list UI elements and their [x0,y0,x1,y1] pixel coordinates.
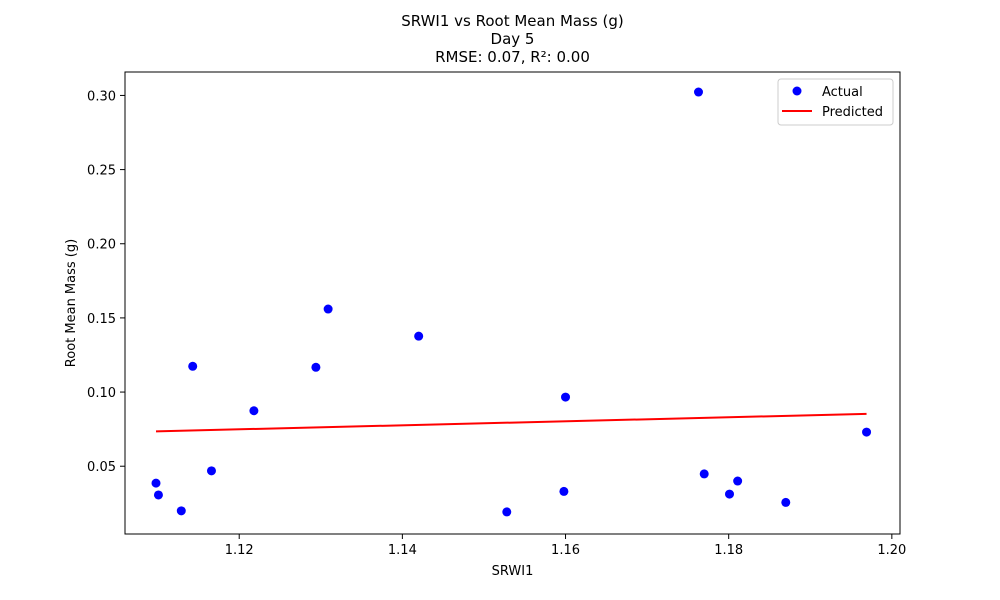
chart-metrics: RMSE: 0.07, R²: 0.00 [435,48,590,66]
legend: Actual Predicted [777,78,894,126]
actual-point [733,476,743,486]
legend-actual-marker [792,86,802,96]
actual-point [699,469,709,479]
legend-box [777,78,894,126]
y-tick-label: 0.30 [87,89,116,104]
y-axis-label: Root Mean Mass (g) [64,239,79,367]
actual-point [725,489,734,499]
actual-point [781,497,791,507]
actual-point [153,490,163,500]
chart-subtitle: Day 5 [490,30,535,48]
actual-point [862,427,872,437]
plot-frame [124,71,901,535]
legend-predicted-label: Predicted [822,105,883,120]
actual-point [502,507,512,517]
x-axis-ticks: 1.12 1.14 1.16 1.18 1.20 [225,534,906,558]
x-tick-label: 1.12 [225,543,254,558]
actual-point [559,486,569,496]
plot-marks [151,87,872,517]
chart-title: SRWI1 vs Root Mean Mass (g) [401,12,624,30]
actual-point [694,87,703,97]
legend-actual-label: Actual [822,85,863,100]
x-axis-label: SRWI1 [492,564,534,579]
y-tick-label: 0.05 [87,460,116,475]
actual-point [311,362,321,372]
y-tick-label: 0.15 [87,312,116,327]
y-axis-ticks: 0.05 0.10 0.15 0.20 0.25 0.30 [87,89,125,475]
actual-point [249,406,259,416]
y-tick-label: 0.20 [87,238,116,253]
actual-point [176,506,186,516]
x-tick-label: 1.14 [388,543,417,558]
x-tick-label: 1.16 [551,543,580,558]
y-tick-label: 0.10 [87,386,116,401]
actual-point [414,331,424,341]
actual-point [151,478,161,488]
actual-point [206,466,216,476]
x-tick-label: 1.18 [714,543,743,558]
predicted-line [155,412,867,433]
x-tick-label: 1.20 [877,543,906,558]
actual-point [188,361,198,371]
chart-title-block: SRWI1 vs Root Mean Mass (g) Day 5 RMSE: … [0,12,1000,66]
actual-point [561,392,571,402]
actual-point [323,304,333,314]
y-tick-label: 0.25 [87,164,116,179]
